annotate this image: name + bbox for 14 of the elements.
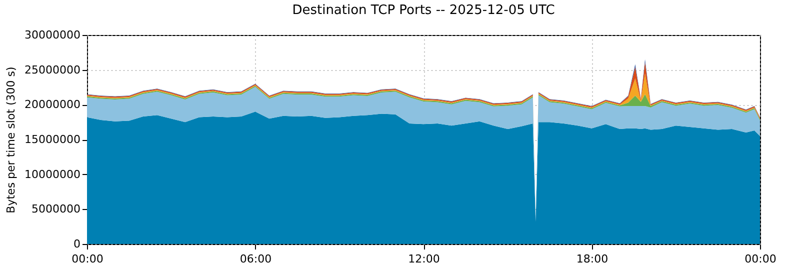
y-tick-label: 5000000 (32, 202, 80, 216)
y-tick-label: 15000000 (24, 133, 80, 146)
x-tick-label: 00:00 (72, 252, 104, 266)
y-tick-label: 20000000 (24, 98, 80, 112)
y-tick-label: 30000000 (24, 28, 80, 42)
x-tick-label: 18:00 (576, 252, 608, 266)
x-tick-label: 00:00 (744, 252, 776, 266)
chart-title: Destination TCP Ports -- 2025-12-05 UTC (292, 3, 555, 18)
y-tick-label: 10000000 (24, 168, 80, 181)
y-axis-title: Bytes per time slot (300 s) (4, 66, 18, 214)
x-tick-label: 12:00 (408, 252, 440, 266)
x-tick-label: 06:00 (240, 252, 272, 266)
y-tick-label: 0 (74, 238, 80, 250)
y-tick-label: 25000000 (24, 63, 80, 76)
